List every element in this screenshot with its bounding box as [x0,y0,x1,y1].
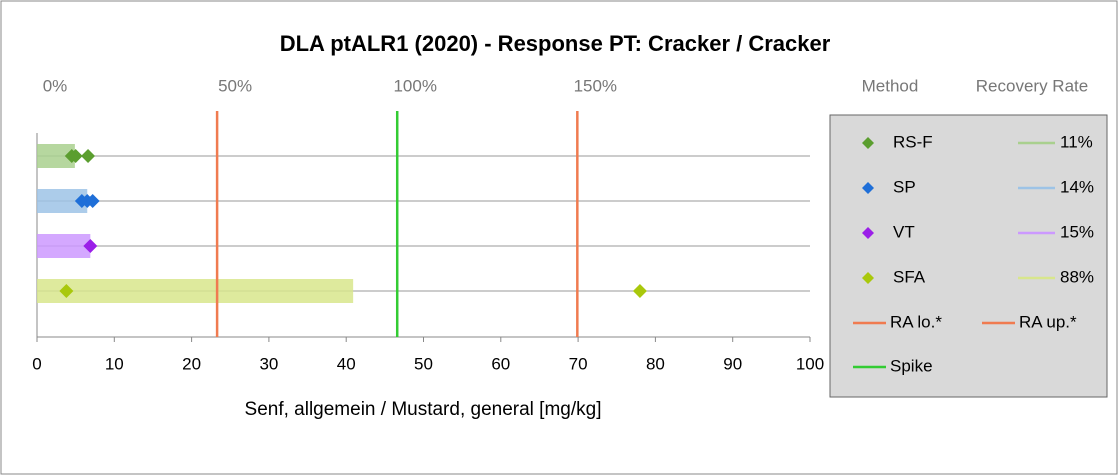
x-tick-label: 100 [796,354,824,373]
x-tick-label: 60 [491,354,510,373]
data-point [68,149,83,163]
legend-rate: 88% [1060,267,1094,286]
x-tick-label: 70 [569,354,588,373]
x-tick-label: 30 [259,354,278,373]
legend-marker [862,272,874,284]
x2-tick-label: 100% [393,76,436,95]
data-point [85,194,100,208]
data-point [632,284,647,298]
legend-label: VT [893,222,915,241]
data-point [83,239,98,253]
legend-label: RA up.* [1019,312,1077,331]
legend-label: RA lo.* [890,312,942,331]
legend-marker [862,137,874,149]
x2-tick-label: 50% [218,76,252,95]
legend-rate: 11% [1060,132,1093,151]
legend-label: SP [893,177,916,196]
legend-box [829,114,1108,398]
x-tick-label: 20 [182,354,201,373]
x2-tick-label: 150% [574,76,617,95]
x-tick-label: 80 [646,354,665,373]
legend-header: Method [862,76,919,95]
x-tick-label: 10 [105,354,124,373]
legend-label: SFA [893,267,926,286]
legend-rate: 15% [1060,222,1094,241]
x-axis-title: Senf, allgemein / Mustard, general [mg/k… [245,399,602,420]
x-tick-label: 0 [32,354,41,373]
x-tick-label: 50 [414,354,433,373]
legend-label: Spike [890,356,933,375]
bar [37,279,354,303]
x-tick-label: 40 [337,354,356,373]
legend-marker [862,227,874,239]
data-point [59,284,74,298]
legend-rate: 14% [1060,177,1094,196]
chart-title: DLA ptALR1 (2020) - Response PT: Cracker… [280,31,831,56]
x-tick-label: 90 [723,354,742,373]
legend-marker [862,182,874,194]
bar [37,234,91,258]
legend-label: RS-F [893,132,933,151]
x2-tick-label: 0% [43,76,68,95]
data-point [81,149,96,163]
legend-header: Recovery Rate [976,76,1088,95]
